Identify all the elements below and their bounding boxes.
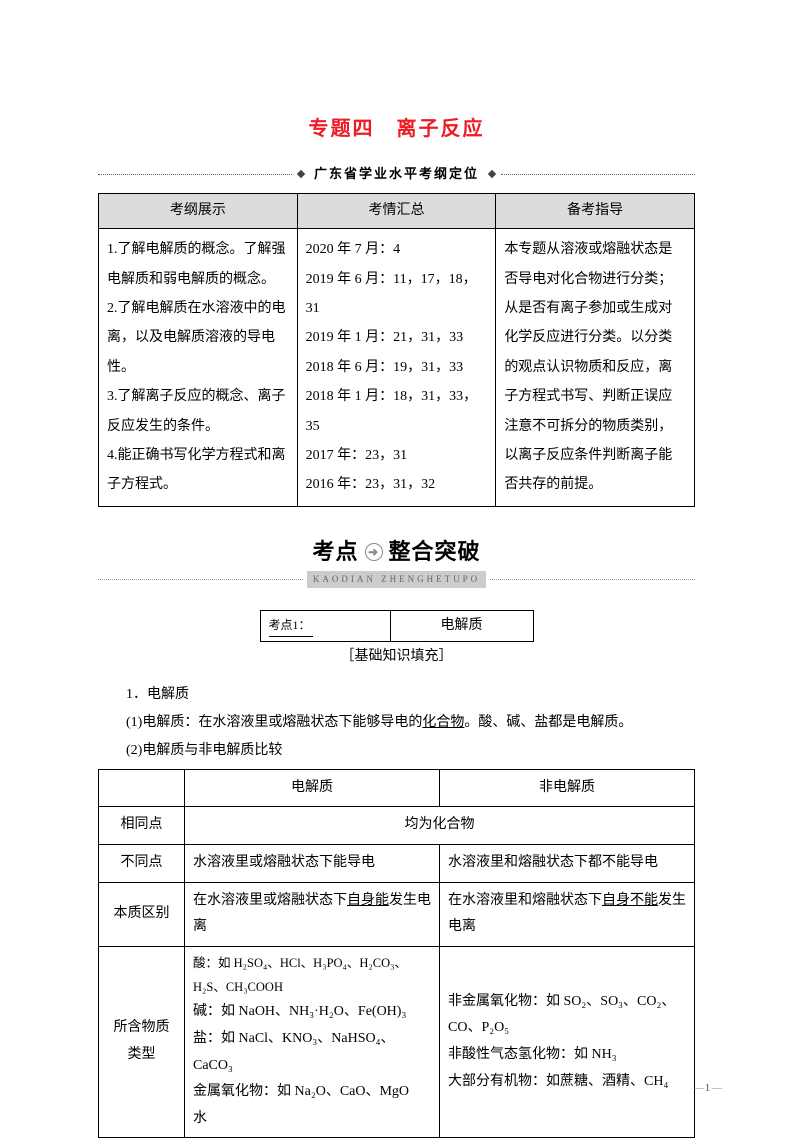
cmp-type-e: 酸：如 H₂SO₄、HCl、H₃PO₄、H₂CO₃、H₂S、CH₃COOH 碱：… xyxy=(185,946,440,1137)
compare-table: 电解质 非电解质 相同点 均为化合物 不同点 水溶液里或熔融状态下能导电 水溶液… xyxy=(98,769,695,1138)
kaodian-sub-row: KAODIAN ZHENGHETUPO xyxy=(98,571,695,588)
cmp-same-val: 均为化合物 xyxy=(185,807,695,845)
fill-note: ［基础知识填充］ xyxy=(98,644,695,671)
subtitle-row: 广东省学业水平考纲定位 xyxy=(98,162,695,187)
cmp-diff-e: 水溶液里或熔融状态下能导电 xyxy=(185,845,440,883)
type-n-l1: 非金属氧化物：如 SO₂、SO₃、CO₂、CO、P₂O₅ xyxy=(448,989,686,1042)
subtitle-text: 广东省学业水平考纲定位 xyxy=(310,162,483,187)
outline-c3: 本专题从溶液或熔融状态是否导电对化合物进行分类；从是否有离子参加或生成对化学反应… xyxy=(496,229,695,507)
cmp-row-diff: 不同点 xyxy=(99,845,185,883)
type-n-l3: 大部分有机物：如蔗糖、酒精、CH₄ xyxy=(448,1069,686,1096)
tag-left-label: 考点1： xyxy=(269,614,313,638)
sec1-p2: (2)电解质与非电解质比较 xyxy=(98,737,695,765)
outline-table: 考纲展示 考情汇总 备考指导 1.了解电解质的概念。了解强电解质和弱电解质的概念… xyxy=(98,193,695,507)
type-e-l5: 水 xyxy=(193,1106,431,1133)
arrow-icon: ➜ xyxy=(365,543,383,561)
thinline-r xyxy=(490,579,695,580)
diamond-left xyxy=(297,170,305,178)
dotline-left xyxy=(98,174,292,175)
cmp-col-e: 电解质 xyxy=(185,769,440,807)
diamond-right xyxy=(488,170,496,178)
type-e-l1: 酸：如 H₂SO₄、HCl、H₃PO₄、H₂CO₃、H₂S、CH₃COOH xyxy=(193,952,431,1000)
outline-h3: 备考指导 xyxy=(496,193,695,229)
sec1-p1-b: 化合物 xyxy=(422,715,464,730)
tag-right: 电解质 xyxy=(391,611,533,642)
outline-c2: 2020 年 7 月：4 2019 年 6 月：11，17，18，31 2019… xyxy=(297,229,496,507)
cmp-ess-e: 在水溶液里或熔融状态下自身能发生电离 xyxy=(185,882,440,946)
page-title: 专题四 离子反应 xyxy=(98,110,695,148)
kaodian-main-r: 整合突破 xyxy=(389,531,481,573)
kaodian-sub: KAODIAN ZHENGHETUPO xyxy=(307,571,486,588)
sec1-title: 1．电解质 xyxy=(98,681,695,709)
dotline-right xyxy=(501,174,695,175)
type-e-l2: 碱：如 NaOH、NH₃·H₂O、Fe(OH)₃ xyxy=(193,999,431,1026)
tag-left: 考点1： xyxy=(261,611,391,642)
cmp-type-n: 非金属氧化物：如 SO₂、SO₃、CO₂、CO、P₂O₅ 非酸性气态氢化物：如 … xyxy=(440,946,695,1137)
type-e-l4: 金属氧化物：如 Na₂O、CaO、MgO xyxy=(193,1079,431,1106)
cmp-col-n: 非电解质 xyxy=(440,769,695,807)
cmp-row-same: 相同点 xyxy=(99,807,185,845)
sec1-p1-a: (1)电解质：在水溶液里或熔融状态下能够导电的 xyxy=(126,715,422,730)
kaodian-main: 考点 ➜ 整合突破 xyxy=(98,531,695,573)
kaodian-banner: 考点 ➜ 整合突破 KAODIAN ZHENGHETUPO xyxy=(98,531,695,588)
type-n-l2: 非酸性气态氢化物：如 NH₃ xyxy=(448,1042,686,1069)
ess-e-b: 自身能 xyxy=(347,893,389,908)
outline-h1: 考纲展示 xyxy=(99,193,298,229)
kaodian-main-l: 考点 xyxy=(312,531,358,573)
cmp-ess-n: 在水溶液里和熔融状态下自身不能发生电离 xyxy=(440,882,695,946)
sec1-p1: (1)电解质：在水溶液里或熔融状态下能够导电的化合物。酸、碱、盐都是电解质。 xyxy=(98,709,695,737)
sec1-p1-c: 。酸、碱、盐都是电解质。 xyxy=(464,715,632,730)
tag-box: 考点1： 电解质 xyxy=(98,610,695,643)
outline-c1: 1.了解电解质的概念。了解强电解质和弱电解质的概念。 2.了解电解质在水溶液中的… xyxy=(99,229,298,507)
type-e-l3: 盐：如 NaCl、KNO₃、NaHSO₄、CaCO₃ xyxy=(193,1026,431,1079)
cmp-row-type: 所含物质类型 xyxy=(99,946,185,1137)
thinline-l xyxy=(98,579,303,580)
page-number: 1 xyxy=(692,1079,723,1098)
cmp-diff-n: 水溶液里和熔融状态下都不能导电 xyxy=(440,845,695,883)
ess-n-b: 自身不能 xyxy=(602,893,658,908)
cmp-row-ess: 本质区别 xyxy=(99,882,185,946)
outline-h2: 考情汇总 xyxy=(297,193,496,229)
ess-n-a: 在水溶液里和熔融状态下 xyxy=(448,893,602,908)
ess-e-a: 在水溶液里或熔融状态下 xyxy=(193,893,347,908)
cmp-blank xyxy=(99,769,185,807)
